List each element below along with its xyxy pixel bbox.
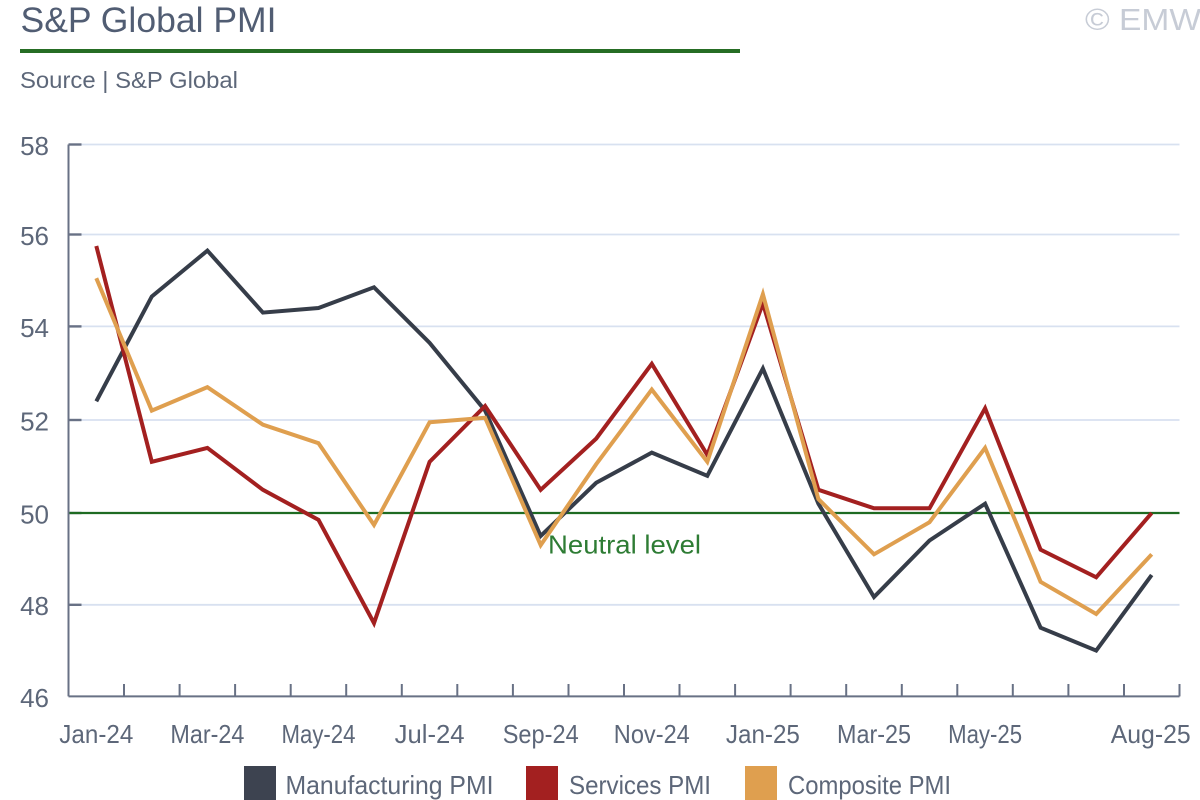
- svg-text:46: 46: [20, 683, 49, 713]
- svg-text:50: 50: [20, 499, 49, 529]
- svg-text:May-25: May-25: [948, 719, 1022, 749]
- svg-text:48: 48: [20, 591, 49, 621]
- svg-text:Nov-24: Nov-24: [614, 719, 690, 749]
- svg-text:Neutral level: Neutral level: [548, 530, 701, 560]
- svg-text:© EMW: © EMW: [1085, 2, 1200, 37]
- svg-text:Jan-25: Jan-25: [726, 719, 800, 749]
- svg-text:Sep-24: Sep-24: [503, 719, 579, 749]
- svg-text:May-24: May-24: [282, 719, 356, 749]
- svg-text:Manufacturing PMI: Manufacturing PMI: [286, 770, 494, 800]
- svg-text:56: 56: [20, 221, 49, 251]
- svg-text:Jul-24: Jul-24: [395, 719, 465, 749]
- svg-text:S&P Global PMI: S&P Global PMI: [21, 1, 277, 40]
- svg-text:52: 52: [20, 406, 49, 436]
- svg-text:Mar-24: Mar-24: [170, 719, 244, 749]
- svg-text:Composite PMI: Composite PMI: [788, 770, 951, 800]
- svg-text:Aug-25: Aug-25: [1111, 719, 1191, 749]
- svg-text:58: 58: [20, 131, 49, 161]
- svg-text:Mar-25: Mar-25: [837, 719, 911, 749]
- svg-text:Source | S&P Global: Source | S&P Global: [20, 67, 238, 93]
- svg-text:54: 54: [20, 313, 49, 343]
- svg-text:Services PMI: Services PMI: [569, 770, 711, 800]
- svg-text:Jan-24: Jan-24: [59, 719, 133, 749]
